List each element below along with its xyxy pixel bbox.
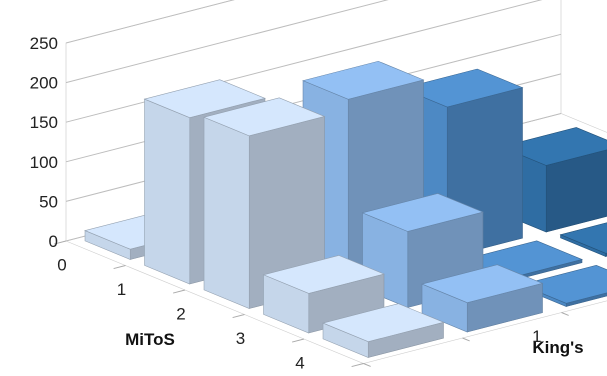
bar-top-face [143, 79, 266, 118]
kings-tick-label: 1 [532, 327, 541, 346]
mitos-tick-label: 3 [236, 329, 245, 348]
mitos-tick [172, 289, 186, 294]
bar [421, 264, 544, 333]
bar-top-face [302, 60, 425, 100]
gridline-250 [65, 0, 235, 44]
bar-top-face [203, 97, 326, 137]
z-tick-label: 0 [49, 232, 58, 251]
bar-top-face [520, 265, 607, 304]
bar-top-face [559, 222, 607, 254]
mitos-tick-label: 0 [57, 255, 66, 274]
bar [203, 97, 326, 309]
bar [262, 255, 385, 334]
bar-front-face [203, 116, 250, 309]
mitos-tick [113, 265, 126, 270]
bar-top-face [322, 303, 445, 342]
kings-tick [561, 312, 569, 316]
bar-top-face [401, 68, 524, 108]
chart-bars [84, 60, 607, 358]
mitos-tick-label: 1 [117, 280, 126, 299]
bar [559, 222, 607, 257]
bar-top-face [500, 127, 607, 166]
y-axis-title: King's [532, 338, 583, 357]
mitos-tick-label: 4 [295, 353, 304, 372]
z-tick-label: 200 [30, 74, 58, 93]
x-axis-title: MiToS [125, 330, 175, 349]
mitos-tick [351, 363, 364, 368]
bar-top-face [421, 264, 544, 304]
chart-labels: MiToS King's 050100150200250012341234 [30, 34, 584, 372]
z-tick-label: 150 [30, 113, 58, 132]
kings-tick [363, 363, 371, 367]
mitos-tick [232, 314, 245, 319]
z-tick-label: 50 [39, 192, 58, 211]
bar-top-face [262, 255, 385, 294]
mitos-tick [53, 240, 67, 245]
gridline-200 [65, 0, 389, 84]
z-tick-label: 100 [30, 153, 58, 172]
z-tick-label: 250 [30, 34, 58, 53]
bar [322, 303, 445, 358]
kings-tick [462, 337, 470, 342]
mitos-tick [291, 338, 305, 343]
bar-top-face [361, 193, 484, 232]
mitos-tick-label: 2 [176, 304, 185, 323]
bar-front-face [144, 98, 191, 285]
